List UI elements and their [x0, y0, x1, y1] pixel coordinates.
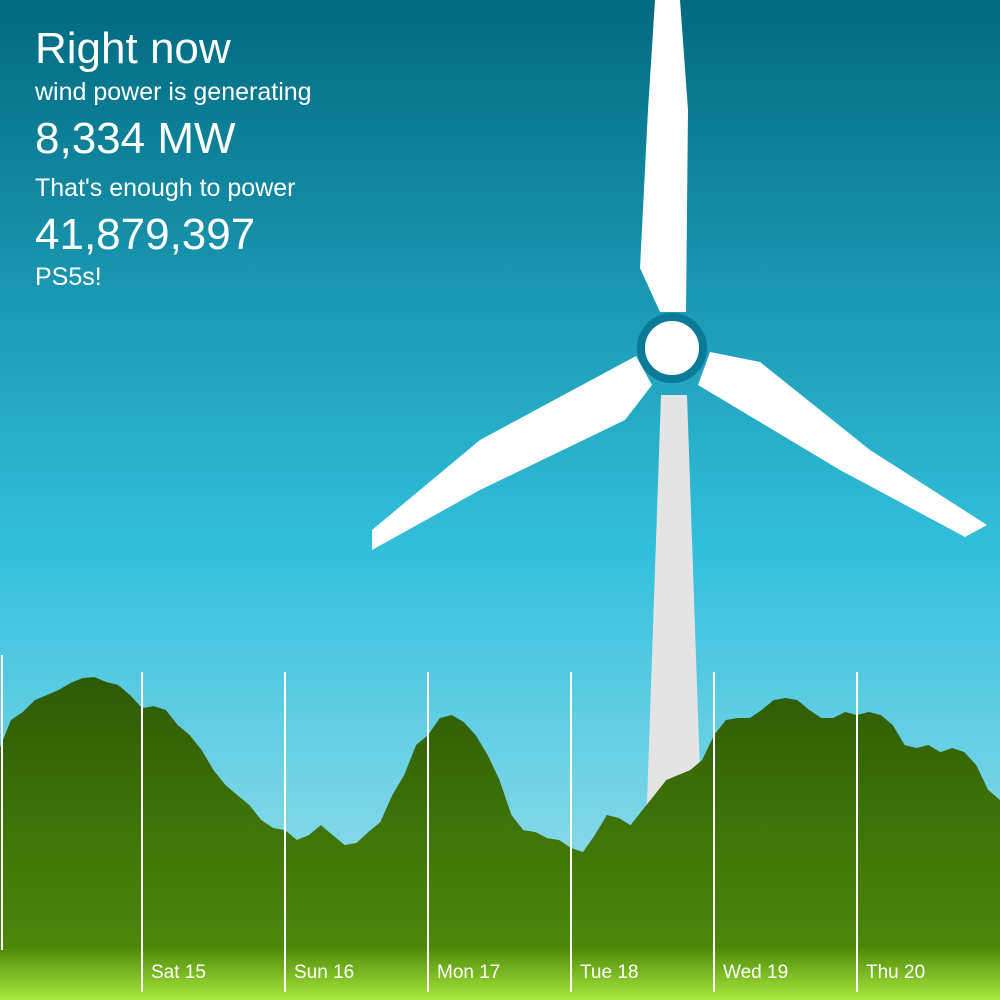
ground-strip — [0, 948, 1000, 1000]
headline: Right now — [35, 24, 231, 73]
day-label: Tue 18 — [580, 962, 638, 983]
day-ticks: Sat 15 Sun 16 Mon 17 Tue 18 Wed 19 Thu 20 — [141, 672, 925, 992]
subline: That's enough to power — [35, 174, 296, 202]
day-label: Thu 20 — [866, 962, 925, 983]
day-label: Sun 16 — [294, 962, 354, 983]
blade — [698, 352, 987, 537]
subline: wind power is generating — [34, 78, 312, 106]
chart — [0, 677, 1000, 948]
hub — [637, 313, 707, 383]
count: 41,879,397 — [35, 210, 255, 259]
power: 8,334 MW — [35, 114, 236, 163]
subline: PS5s! — [35, 263, 102, 291]
day-label: Sat 15 — [151, 962, 206, 983]
blade — [640, 0, 688, 312]
area — [0, 677, 1000, 948]
day-label: Wed 19 — [723, 962, 788, 983]
blade — [372, 356, 652, 550]
day-label: Mon 17 — [437, 962, 500, 983]
